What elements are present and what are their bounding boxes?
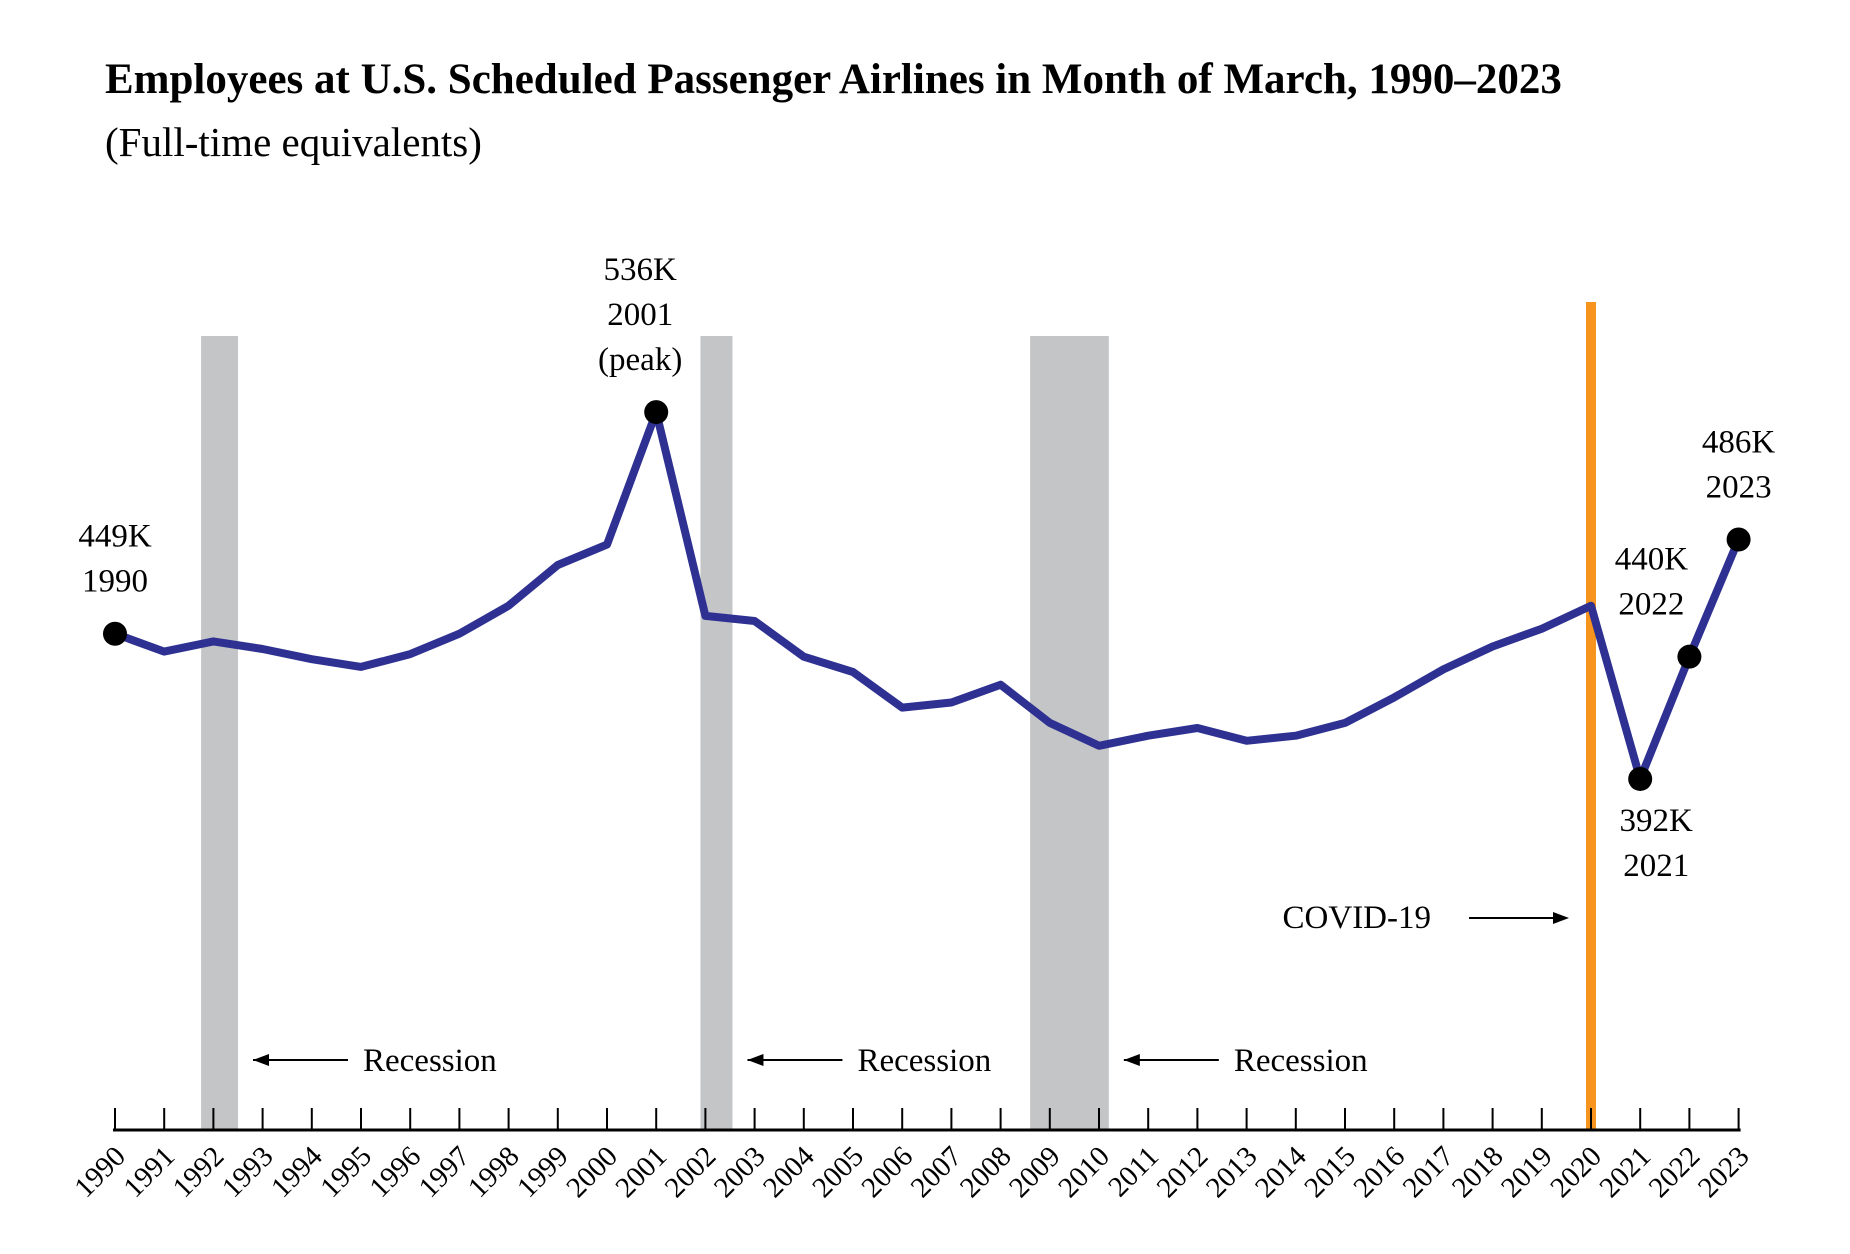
x-tick-label: 2002: [659, 1140, 723, 1204]
x-tick-label: 2017: [1397, 1140, 1461, 1204]
x-tick-label: 1995: [314, 1140, 378, 1204]
series-line: [111, 408, 1743, 783]
data-label-2021: 2021: [1623, 848, 1689, 884]
x-tick-label: 1992: [167, 1140, 231, 1204]
x-tick-label: 2007: [905, 1140, 969, 1204]
x-tick-label: 2018: [1446, 1140, 1510, 1204]
recession-label: Recession: [1234, 1043, 1368, 1079]
x-tick-label: 1990: [68, 1140, 132, 1204]
x-tick-label: 2023: [1692, 1140, 1756, 1204]
x-tick-label: 1998: [462, 1140, 526, 1204]
data-label-2023: 2023: [1706, 469, 1772, 505]
x-tick-label: 2005: [806, 1140, 870, 1204]
x-tick-label: 2012: [1151, 1140, 1215, 1204]
x-tick-label: 2000: [560, 1140, 624, 1204]
x-tick-label: 1991: [118, 1140, 182, 1204]
covid-arrowhead: [1553, 912, 1569, 924]
covid-line: [1586, 302, 1596, 1130]
data-label-2022: 2022: [1618, 587, 1684, 623]
data-label-2022: 440K: [1615, 542, 1689, 578]
x-tick-label: 2004: [757, 1140, 821, 1204]
x-tick-label: 2016: [1348, 1140, 1412, 1204]
x-tick-label: 2013: [1200, 1140, 1264, 1204]
x-axis: 1990199119921993199419951996199719981999…: [68, 1108, 1756, 1204]
data-point-2023: [1726, 527, 1751, 552]
x-tick-label: 2008: [954, 1140, 1018, 1204]
annotations: 449K 1990 536K 2001 (peak) 392K 2021 440K 2022 48…: [78, 252, 1775, 884]
data-label-1990: 449K: [78, 519, 152, 555]
x-tick-label: 2003: [708, 1140, 772, 1204]
x-tick-label: 2021: [1594, 1140, 1658, 1204]
data-point-2001: [644, 400, 669, 425]
covid-label: COVID-19: [1283, 900, 1431, 936]
x-tick-label: 1996: [364, 1140, 428, 1204]
chart-subtitle: (Full-time equivalents): [105, 119, 482, 165]
recession-arrowhead: [1123, 1054, 1140, 1066]
data-label-1990: 1990: [82, 564, 148, 600]
data-point-1990: [103, 621, 127, 646]
data-point-2021: [1628, 766, 1653, 791]
x-tick-label: 2019: [1495, 1140, 1559, 1204]
data-label-2001: 536K: [604, 252, 678, 288]
x-tick-label: 2001: [610, 1140, 674, 1204]
recession-band: [700, 336, 733, 1130]
x-tick-label: 1994: [265, 1140, 329, 1204]
recession-arrowhead: [747, 1054, 764, 1066]
x-tick-label: 1993: [216, 1140, 280, 1204]
data-point-2022: [1677, 644, 1702, 669]
data-label-2021: 392K: [1620, 803, 1694, 839]
x-tick-label: 2006: [856, 1140, 920, 1204]
data-label-2001: 2001: [607, 297, 673, 333]
x-tick-label: 2014: [1249, 1140, 1313, 1204]
data-label-2001: (peak): [598, 342, 682, 378]
x-tick-label: 1999: [511, 1140, 575, 1204]
covid-marker: COVID-19: [1283, 302, 1596, 1130]
data-label-2023: 486K: [1702, 424, 1776, 460]
recession-bands: Recession Recession Recession: [201, 336, 1368, 1130]
recession-label: Recession: [857, 1043, 991, 1079]
recession-label: Recession: [363, 1043, 497, 1079]
recession-arrowhead: [253, 1054, 269, 1066]
x-tick-label: 1997: [413, 1140, 477, 1204]
chart-title: Employees at U.S. Scheduled Passenger Ai…: [105, 56, 1562, 103]
recession-band: [201, 336, 238, 1130]
highlight-points: [103, 400, 1751, 791]
series-line: [111, 408, 1743, 783]
x-tick-label: 2022: [1643, 1140, 1707, 1204]
x-tick-label: 2020: [1544, 1140, 1608, 1204]
x-tick-label: 2009: [1003, 1140, 1067, 1204]
x-tick-label: 2015: [1298, 1140, 1362, 1204]
x-tick-label: 2010: [1052, 1140, 1116, 1204]
x-tick-label: 2011: [1102, 1140, 1165, 1203]
